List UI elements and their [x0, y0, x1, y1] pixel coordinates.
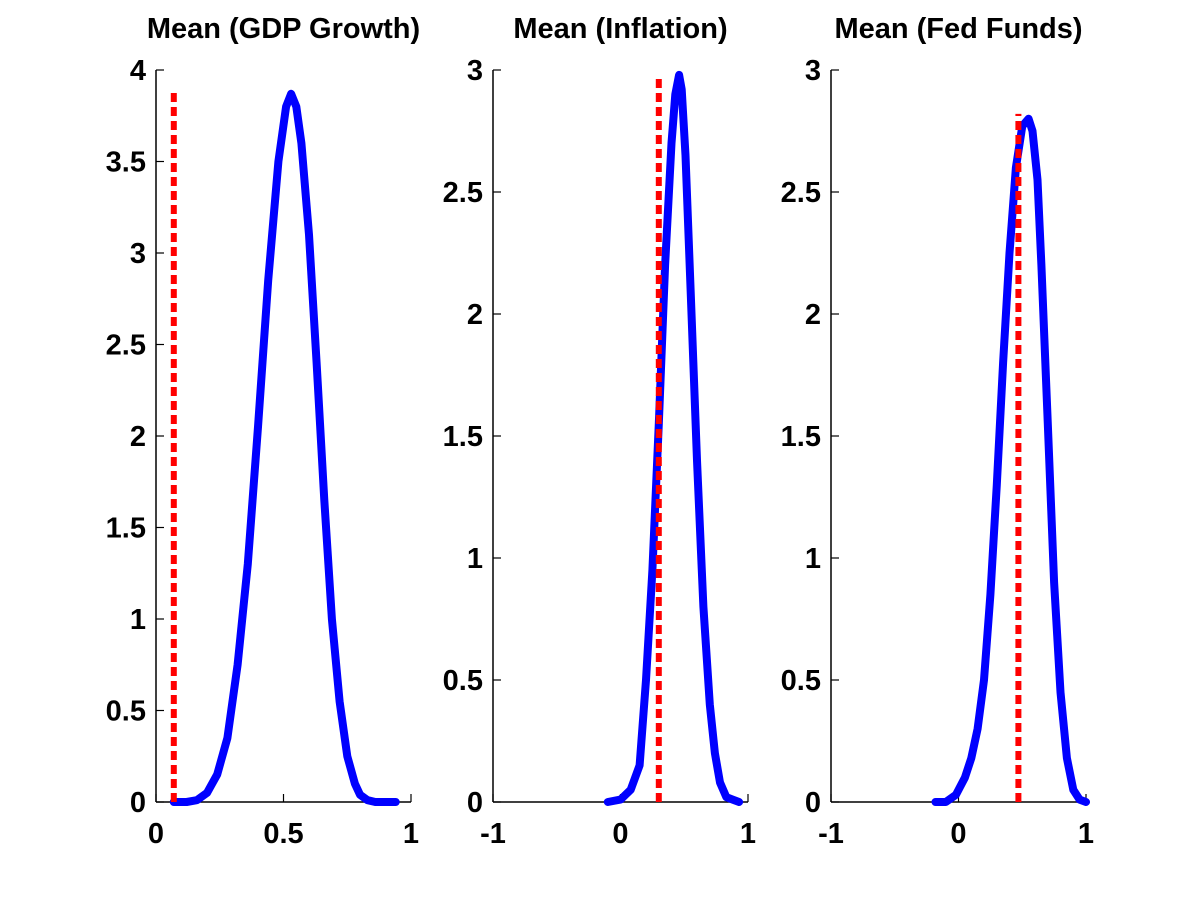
density-line [169, 89, 400, 806]
density-line [603, 70, 744, 806]
panels: Mean (GDP Growth)00.511.522.533.540 0.5 1M… [106, 13, 1094, 850]
y-tick-label: 2 [467, 299, 483, 331]
x-tick-label: -1 [818, 818, 844, 850]
y-tick-label: 2 [805, 299, 821, 331]
y-tick-label: 1.5 [106, 513, 146, 545]
chart-title: Mean (Inflation) [513, 13, 727, 45]
y-tick-label: 0.5 [781, 665, 821, 697]
y-tick-label: 3 [805, 55, 821, 87]
chart-panel-1: Mean (GDP Growth) 0 0.5 1 1.5 2 2.5 3 3.5 4 0 0.5 1 [106, 13, 421, 850]
y-tick-label: 0.5 [443, 665, 483, 697]
x-tick-label: 1 [740, 818, 756, 850]
y-tick-label: 2.5 [781, 177, 821, 209]
y-tick-label: 0 [130, 787, 146, 819]
x-tick-label: 0 [950, 818, 966, 850]
y-tick-label: 3.5 [106, 147, 146, 179]
y-tick-label: 2 [130, 421, 146, 453]
y-tick-label: 0 [805, 787, 821, 819]
y-tick-label: 0.5 [106, 696, 146, 728]
y-tick-label: 1 [467, 543, 483, 575]
y-tick-label: 1 [805, 543, 821, 575]
x-tick-label: -1 [480, 818, 506, 850]
density-line [931, 114, 1090, 806]
y-tick-label: 1 [130, 604, 146, 636]
y-tick-label: 4 [130, 55, 146, 87]
chart-panel-2: Mean (Inflation)00.511.522.53-1 0 1 [443, 13, 756, 850]
y-tick-label: 1.5 [781, 421, 821, 453]
y-tick-label: 3 [467, 55, 483, 87]
x-tick-label: 0 [612, 818, 628, 850]
y-tick-label: 2.5 [106, 330, 146, 362]
chart-title: Mean (GDP Growth) [147, 13, 420, 45]
x-tick-label: 1 [1078, 818, 1094, 850]
x-tick-label: 0 [148, 818, 164, 850]
y-tick-label: 2.5 [443, 177, 483, 209]
x-tick-label: 0.5 [263, 818, 303, 850]
y-tick-label: 3 [130, 238, 146, 270]
x-tick-label: 1 [403, 818, 419, 850]
chart-panel-3: Mean (Fed Funds)00.511.522.53-1 0 1 [781, 13, 1094, 850]
chart-title: Mean (Fed Funds) [834, 13, 1082, 45]
y-tick-label: 0 [467, 787, 483, 819]
y-tick-label: 1.5 [443, 421, 483, 453]
